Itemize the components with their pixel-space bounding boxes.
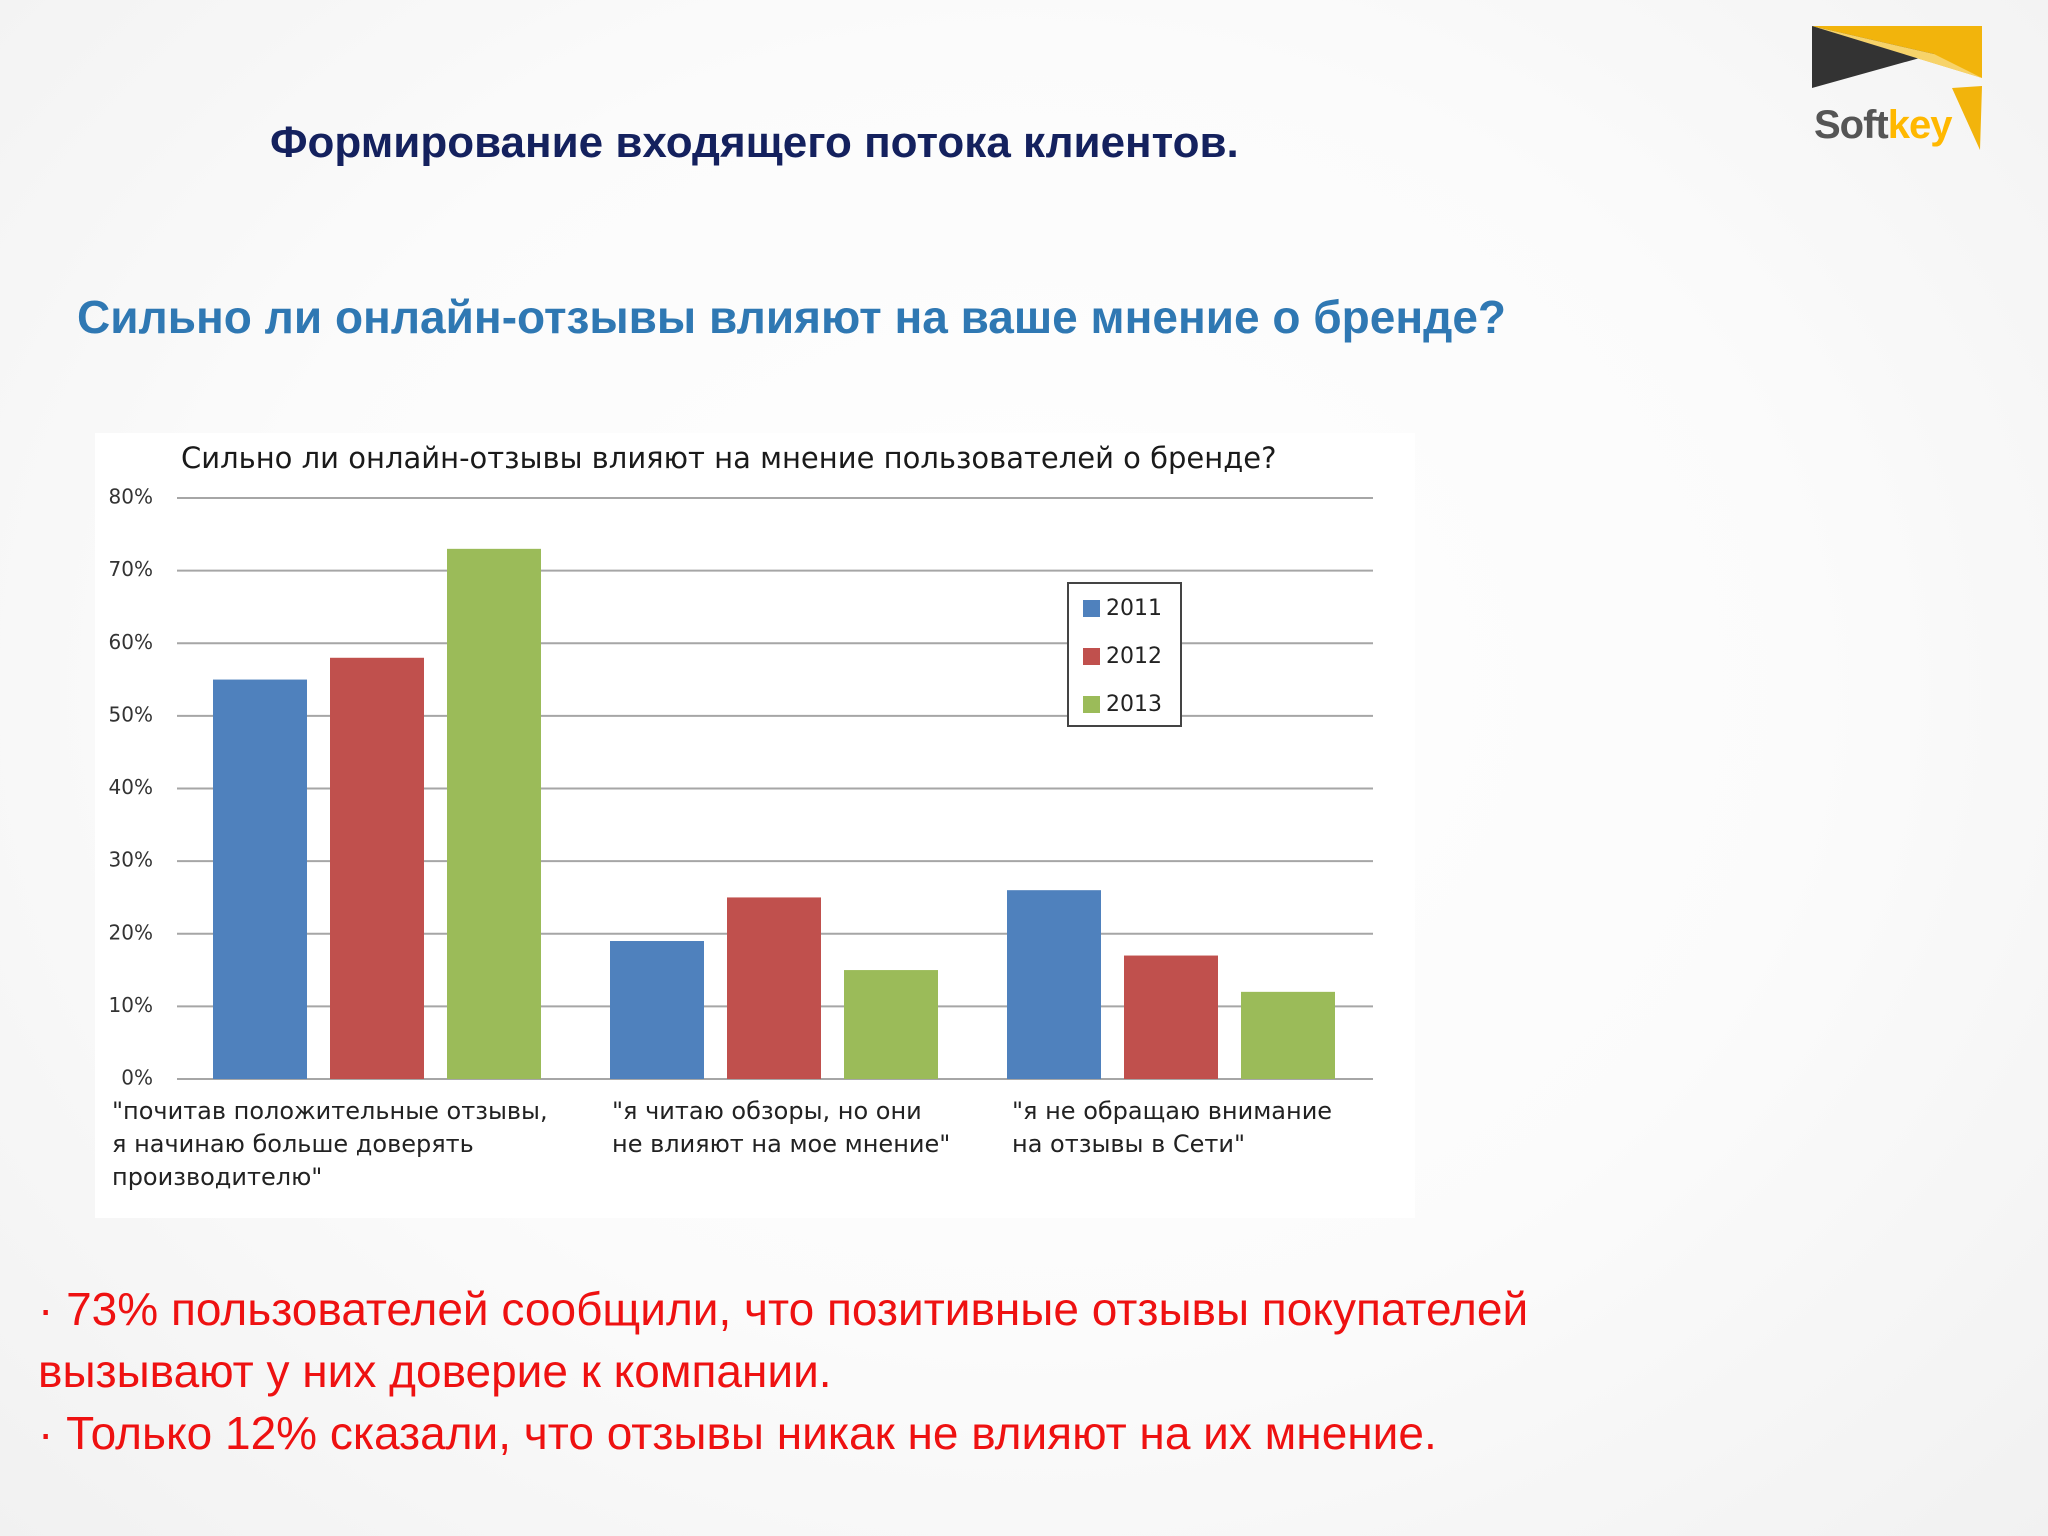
chart-card: Сильно ли онлайн-отзывы влияют на мнение… [95, 433, 1415, 1218]
y-tick-label: 60% [109, 630, 153, 654]
legend-label: 2011 [1106, 596, 1162, 621]
bar-2011-cat3 [1007, 890, 1101, 1079]
chart-title: Сильно ли онлайн-отзывы влияют на мнение… [181, 441, 1277, 475]
y-tick-label: 40% [109, 775, 153, 799]
y-tick-label: 50% [109, 702, 153, 726]
bullet-line-1: · 73% пользователей сообщили, что позити… [38, 1283, 1529, 1335]
legend-swatch-2011 [1083, 600, 1100, 617]
legend-label: 2013 [1106, 692, 1162, 717]
bullet-line-2: вызывают у них доверие к компании. [38, 1345, 832, 1397]
bar-2013-cat1 [447, 548, 541, 1079]
bar-chart: Сильно ли онлайн-отзывы влияют на мнение… [109, 441, 1373, 1191]
category-label: "почитав положительные отзывы, я начинаю … [112, 1097, 548, 1191]
bars [213, 548, 1335, 1079]
bar-2012-cat2 [727, 897, 821, 1079]
logo-text: Softkey [1814, 103, 1953, 148]
bar-2012-cat3 [1124, 955, 1218, 1079]
slide-title: Формирование входящего потока клиентов. [270, 118, 1239, 167]
logo-graphic [1812, 26, 1982, 150]
bar-2011-cat2 [610, 941, 704, 1079]
bullet-notes: · 73% пользователей сообщили, что позити… [38, 1278, 1998, 1464]
category-label: "я читаю обзоры, но они не влияют на мое … [612, 1097, 950, 1158]
category-label: "я не обращаю внимание на отзывы в Сети" [1012, 1097, 1332, 1158]
legend-label: 2012 [1106, 644, 1162, 669]
bar-2011-cat1 [213, 679, 307, 1079]
logo-text-soft: Soft [1814, 103, 1889, 147]
y-axis-tick-labels: 0% 10% 20% 30% 40% 50% 60% 70% 80% [109, 485, 153, 1090]
logo-text-key: key [1887, 103, 1953, 147]
y-tick-label: 10% [109, 993, 153, 1017]
slide-subtitle: Сильно ли онлайн-отзывы влияют на ваше м… [77, 291, 1507, 343]
y-tick-label: 70% [109, 557, 153, 581]
y-tick-label: 20% [109, 920, 153, 944]
category-labels: "почитав положительные отзывы, я начинаю … [112, 1097, 1332, 1191]
y-tick-label: 0% [121, 1066, 153, 1090]
softkey-logo: Softkey [1812, 26, 1982, 150]
bullet-line-3: · Только 12% сказали, что отзывы никак н… [38, 1407, 1437, 1459]
legend-swatch-2012 [1083, 648, 1100, 665]
bar-2013-cat2 [844, 970, 938, 1079]
bar-2012-cat1 [330, 657, 424, 1079]
y-tick-label: 80% [109, 485, 153, 509]
y-tick-label: 30% [109, 848, 153, 872]
legend-swatch-2013 [1083, 696, 1100, 713]
legend: 2011 2012 2013 [1067, 582, 1182, 727]
bar-2013-cat3 [1241, 991, 1335, 1079]
